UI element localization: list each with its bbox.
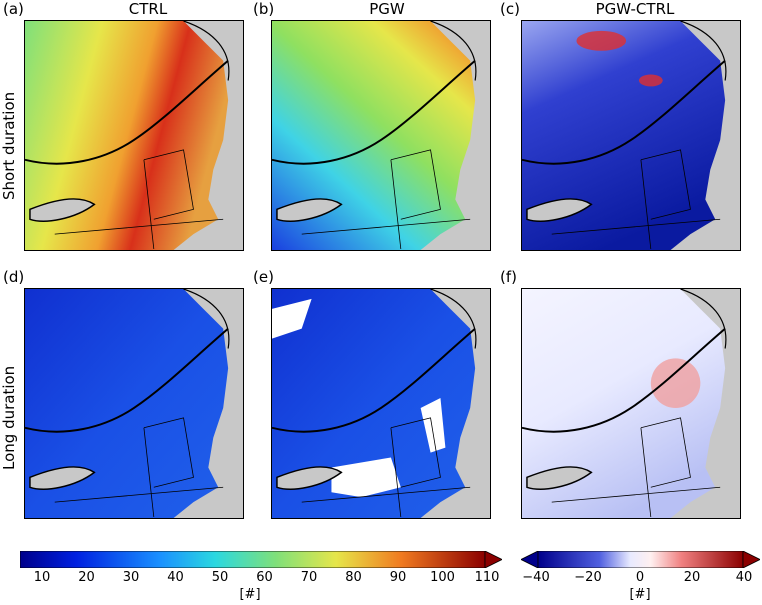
colorbar-count-tick-label: 20 (78, 570, 95, 585)
colorbar-count-tick-label: 110 (474, 570, 500, 585)
state-borders-e (301, 417, 471, 518)
panel-tag-f: (f) (500, 268, 517, 286)
state-borders-a (54, 149, 224, 250)
positive-anomaly-f (650, 358, 701, 408)
coastline-e (430, 289, 477, 349)
coastline-d (183, 289, 230, 349)
state-borders-f (551, 417, 721, 518)
map-panel-c (521, 20, 741, 251)
colorbar-difference-tick-label: 40 (735, 570, 753, 585)
state-borders-b (301, 149, 471, 250)
column-title-pgw: PGW (369, 0, 405, 18)
state-borders-c (551, 149, 721, 250)
map-panel-d (24, 288, 244, 519)
panel-tag-e: (e) (253, 268, 274, 286)
state-borders-d (54, 417, 224, 518)
panel-tag-b: (b) (253, 0, 275, 18)
colorbar-diff-extend-left (520, 550, 539, 569)
positive-anomaly-c (576, 30, 627, 51)
st-lawrence-river-e (272, 327, 476, 433)
white-gaps-e (272, 298, 446, 498)
data-region-a (25, 21, 229, 250)
colorbar-count-tick-label: 90 (389, 570, 407, 585)
colorbar-difference-unit: [#] (629, 587, 651, 602)
colorbar-count (19, 550, 503, 569)
great-lake-d (29, 466, 96, 490)
colorbar-count-tick-label: 40 (167, 570, 184, 585)
column-title-pgw-ctrl: PGW-CTRL (595, 0, 675, 18)
row-label-short: Short duration (0, 91, 18, 200)
great-lake-c (526, 198, 593, 222)
panel-tag-a: (a) (3, 0, 24, 18)
data-region-c (522, 21, 726, 250)
positive-anomaly-c2 (638, 74, 663, 87)
st-lawrence-river-d (25, 327, 229, 433)
map-panel-a (24, 20, 244, 251)
colorbar-difference-tick-label: 0 (635, 570, 645, 585)
colorbar-count-tick-label: 80 (345, 570, 362, 585)
map-panel-f (521, 288, 741, 519)
st-lawrence-river-a (25, 59, 229, 165)
data-region-b (272, 21, 476, 250)
column-title-ctrl: CTRL (128, 0, 168, 18)
coastline-c (680, 21, 727, 81)
panel-tag-d: (d) (3, 268, 25, 286)
map-panel-e (271, 288, 491, 519)
great-lake-b (276, 198, 343, 222)
great-lake-a (29, 198, 96, 222)
st-lawrence-river-f (522, 327, 726, 433)
colorbar-difference-tick-label: −40 (522, 570, 550, 585)
colorbar-extend-arrow (484, 550, 503, 569)
map-panel-b (271, 20, 491, 251)
colorbar-difference-tick-label: −20 (574, 570, 602, 585)
colorbar-count-tick-label: 30 (122, 570, 140, 585)
colorbar-difference-tick-label: 20 (683, 570, 701, 585)
coastline-b (430, 21, 477, 81)
row-label-long: Long duration (0, 365, 18, 470)
colorbar-count-tick-label: 10 (33, 570, 51, 585)
colorbar-diff-extend-right (742, 550, 761, 569)
great-lake-e (276, 466, 343, 490)
colorbar-count-tick-label: 70 (300, 570, 318, 585)
colorbar-difference (520, 550, 761, 569)
colorbar-count-tick-label: 50 (211, 570, 229, 585)
colorbar-count-tick-label: 60 (256, 570, 273, 585)
st-lawrence-river-c (522, 59, 726, 165)
great-lake-f (526, 466, 593, 490)
colorbar-count-tick-label: 100 (430, 570, 455, 585)
st-lawrence-river-b (272, 59, 476, 165)
coastline-a (183, 21, 230, 81)
data-region-f (522, 289, 726, 518)
coastline-f (680, 289, 727, 349)
panel-tag-c: (c) (500, 0, 520, 18)
colorbar-count-unit: [#] (239, 587, 261, 602)
data-region-d (25, 289, 229, 518)
data-region-e (272, 289, 476, 518)
